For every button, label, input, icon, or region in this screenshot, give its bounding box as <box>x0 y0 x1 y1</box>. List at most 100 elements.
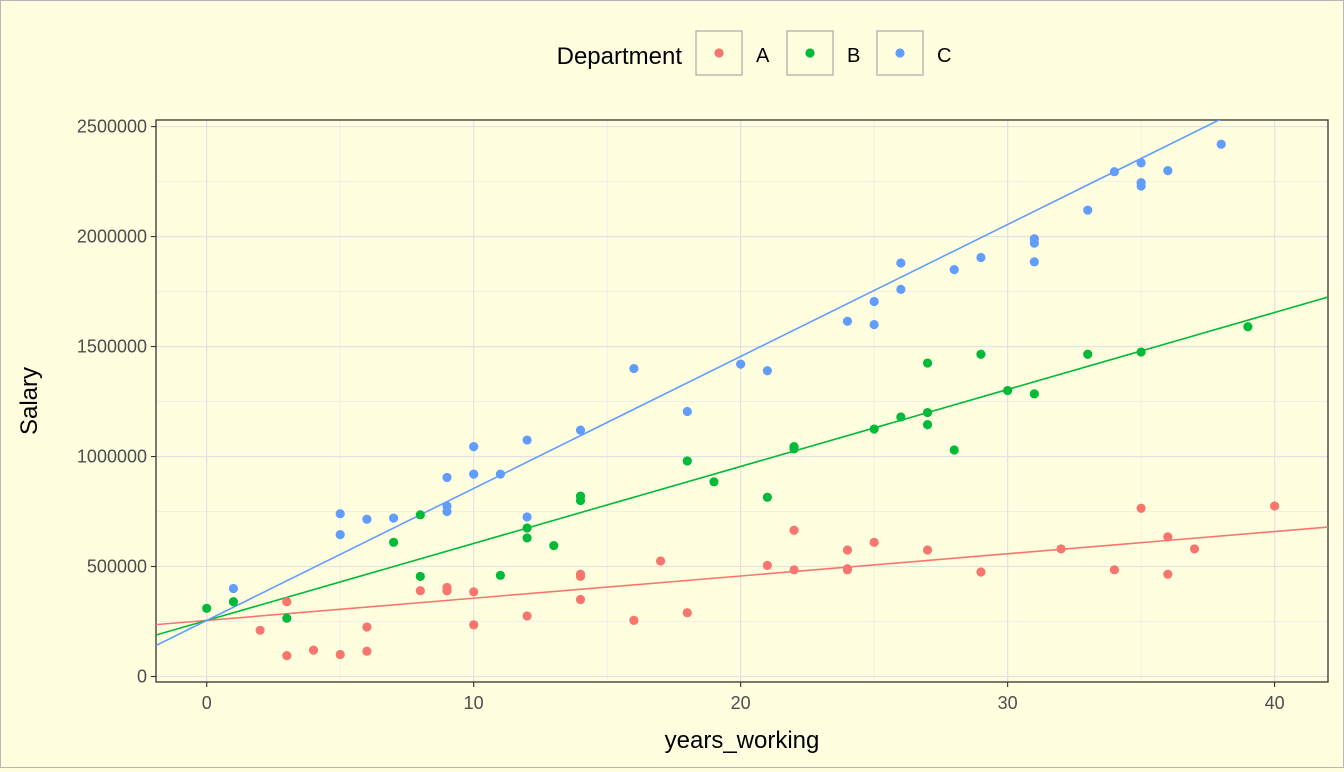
data-point-b <box>389 537 399 547</box>
data-point-a <box>362 646 372 656</box>
data-point-a <box>682 608 692 618</box>
data-point-b <box>869 424 879 434</box>
y-axis-title: Salary <box>16 367 43 435</box>
data-point-a <box>415 586 425 596</box>
data-point-a <box>1189 544 1200 554</box>
legend-title: Department <box>557 43 683 70</box>
data-point-c <box>869 296 879 307</box>
data-point-a <box>308 645 319 655</box>
data-point-b <box>202 603 212 613</box>
data-point-c <box>869 319 879 330</box>
data-point-a <box>842 545 853 555</box>
data-point-c <box>736 359 746 369</box>
data-point-c <box>442 506 452 517</box>
y-tick-label: 1500000 <box>77 337 147 357</box>
data-point-a <box>469 587 479 597</box>
data-point-a <box>789 525 799 535</box>
data-point-b <box>789 444 799 454</box>
data-point-c <box>1029 238 1039 248</box>
data-point-b <box>976 349 986 359</box>
data-point-c <box>335 530 345 540</box>
data-point-a <box>575 594 586 605</box>
data-point-c <box>896 284 906 294</box>
data-point-a <box>1056 544 1066 554</box>
data-point-b <box>522 523 532 533</box>
trend-line-b <box>156 296 1328 636</box>
x-axis-title: years_working <box>665 727 820 754</box>
legend-label-c: C <box>937 45 951 67</box>
data-point-c <box>896 258 906 268</box>
x-tick-label: 40 <box>1265 693 1285 713</box>
legend-marker-c <box>895 48 905 58</box>
data-point-b <box>949 445 959 455</box>
legend-marker-b <box>805 48 815 58</box>
trend-line-a <box>156 526 1328 626</box>
data-point-a <box>1270 501 1280 511</box>
data-point-a <box>655 556 666 566</box>
data-point-c <box>469 469 479 479</box>
data-point-c <box>949 264 959 275</box>
data-point-a <box>335 649 345 660</box>
x-tick-label: 30 <box>998 693 1018 713</box>
data-point-a <box>469 620 479 630</box>
data-point-b <box>282 613 292 623</box>
data-point-b <box>495 570 505 580</box>
data-point-a <box>255 625 265 635</box>
data-point-b <box>922 407 933 418</box>
data-point-c <box>469 442 479 452</box>
data-point-a <box>869 537 879 547</box>
data-point-b <box>228 597 239 607</box>
data-point-a <box>522 611 532 621</box>
y-tick-label: 1000000 <box>77 447 147 467</box>
data-point-a <box>1163 569 1173 579</box>
data-point-b <box>575 495 586 506</box>
data-point-c <box>1136 181 1146 191</box>
data-point-b <box>896 412 906 422</box>
y-tick-label: 2500000 <box>77 117 147 137</box>
data-point-a <box>976 567 986 577</box>
data-point-b <box>1029 389 1039 399</box>
data-point-c <box>495 469 505 479</box>
data-point-b <box>762 492 772 502</box>
data-point-c <box>522 512 532 522</box>
data-point-b <box>1083 349 1093 359</box>
data-point-b <box>682 456 692 466</box>
data-point-a <box>442 582 452 593</box>
data-point-a <box>575 571 586 582</box>
data-point-c <box>1163 165 1173 176</box>
data-point-b <box>1136 347 1146 357</box>
data-point-c <box>228 583 239 594</box>
data-point-c <box>522 435 532 445</box>
y-tick-label: 2000000 <box>77 227 147 247</box>
data-point-c <box>335 509 345 519</box>
data-point-c <box>1136 158 1146 168</box>
data-point-c <box>976 252 986 263</box>
panel-border <box>155 119 1329 683</box>
data-point-b <box>1003 385 1013 396</box>
data-point-a <box>629 615 639 626</box>
legend-marker-a <box>714 48 724 58</box>
data-point-c <box>389 513 399 523</box>
data-point-c <box>362 514 372 524</box>
y-tick-label: 0 <box>137 667 147 687</box>
data-point-c <box>682 406 692 417</box>
data-point-c <box>629 363 639 374</box>
data-point-b <box>709 477 719 487</box>
trend-line-c <box>156 120 1221 647</box>
data-point-a <box>362 622 372 632</box>
data-point-a <box>282 597 292 607</box>
data-point-c <box>1216 139 1226 149</box>
y-tick-label: 500000 <box>87 557 147 577</box>
data-point-b <box>922 358 933 368</box>
data-point-a <box>1163 532 1173 542</box>
data-point-c <box>762 366 772 376</box>
data-point-c <box>1109 167 1120 177</box>
data-point-c <box>442 472 452 483</box>
data-point-c <box>1029 257 1039 267</box>
data-point-a <box>1109 565 1120 575</box>
legend-label-b: B <box>847 45 860 67</box>
data-point-a <box>842 565 853 575</box>
x-tick-label: 0 <box>202 693 212 713</box>
